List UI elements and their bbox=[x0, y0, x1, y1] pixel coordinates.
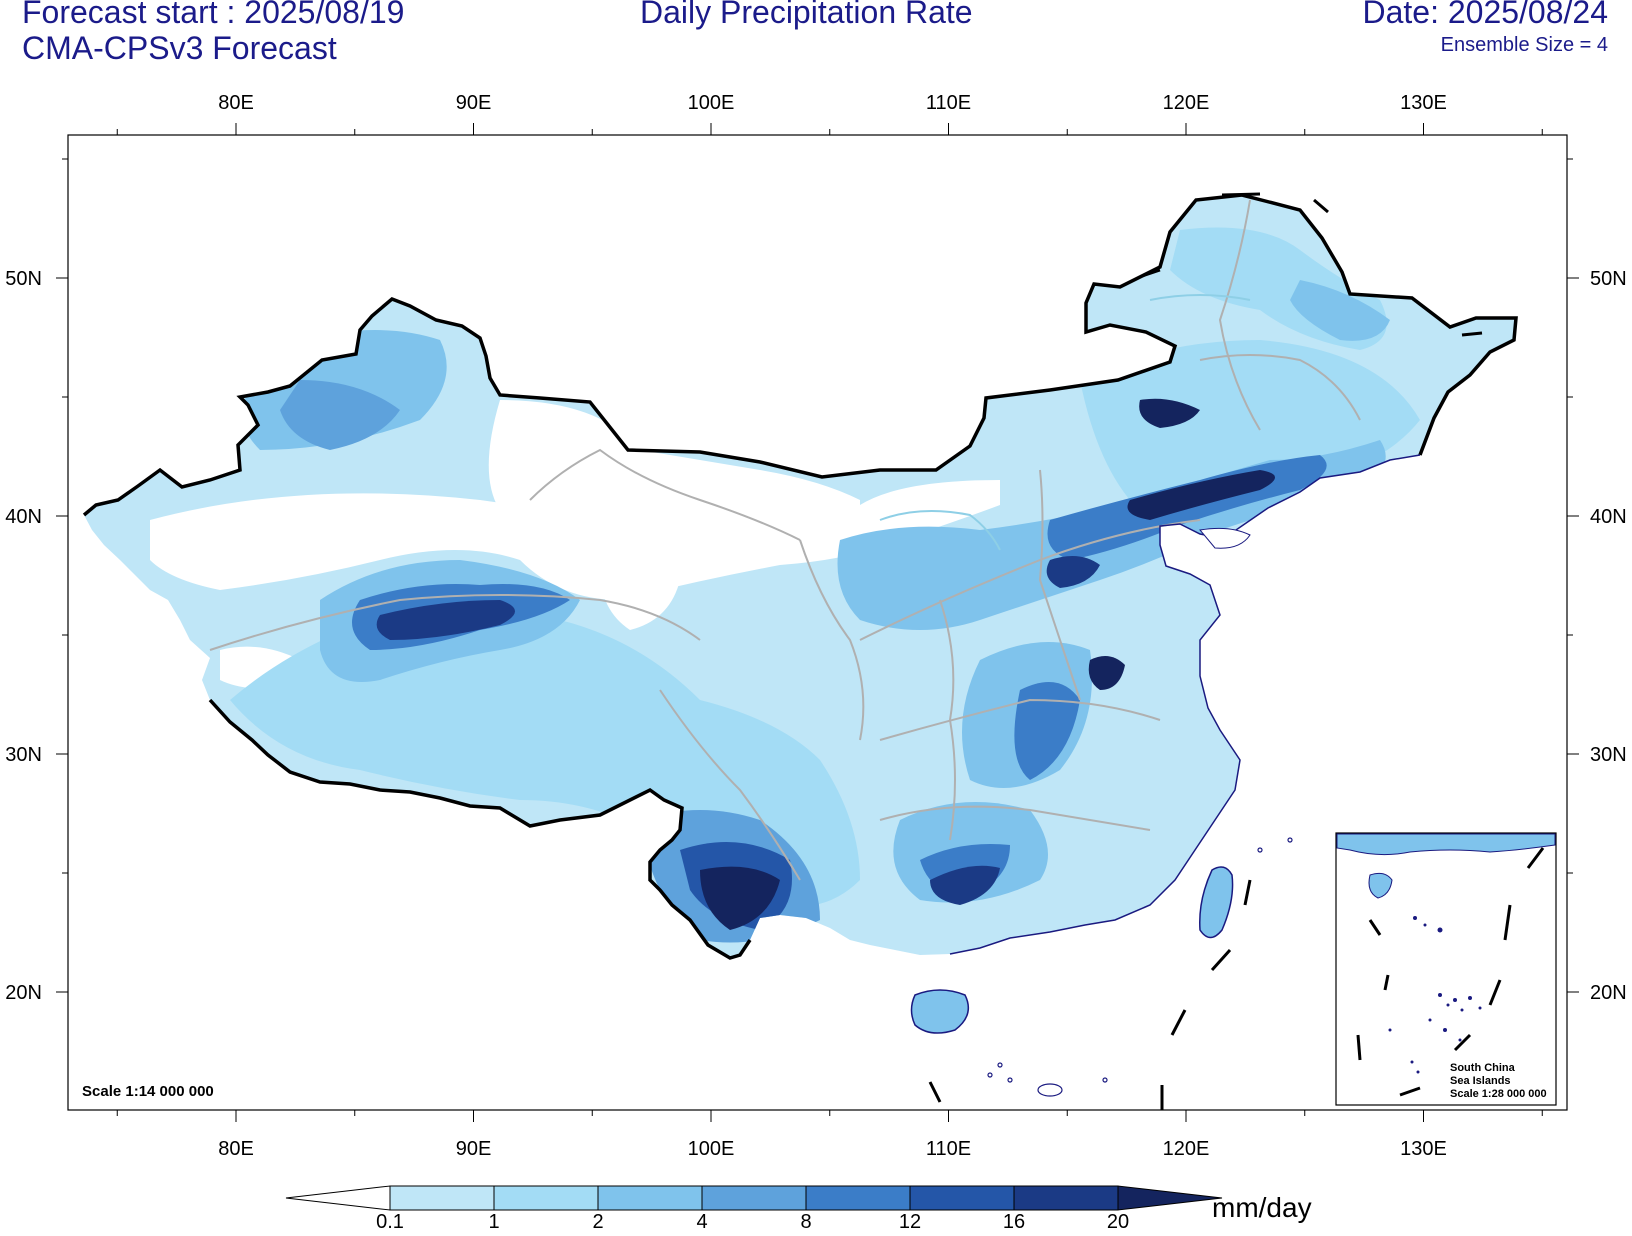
forecast-start-label: Forecast start : 2025/08/19 bbox=[22, 0, 405, 30]
legend-overflow-triangle bbox=[1117, 1185, 1223, 1211]
lon-label-bottom: 130E bbox=[1400, 1138, 1447, 1160]
hainan-island bbox=[910, 989, 970, 1034]
legend-level-label: 0.1 bbox=[376, 1211, 404, 1233]
legend-level-label: 12 bbox=[899, 1211, 921, 1233]
lon-label-top: 90E bbox=[456, 92, 492, 114]
taiwan-island bbox=[1199, 866, 1234, 939]
legend-color-box bbox=[1013, 1185, 1119, 1211]
maritime-boundary bbox=[928, 192, 1483, 1110]
inset-caption-line: Scale 1:28 000 000 bbox=[1450, 1088, 1547, 1100]
map-scale-note: Scale 1:14 000 000 bbox=[82, 1083, 214, 1100]
national-boundary bbox=[82, 193, 1518, 517]
inset-caption-line: Sea Islands bbox=[1450, 1075, 1511, 1087]
model-label: CMA-CPSv3 Forecast bbox=[22, 30, 337, 66]
legend-color-box bbox=[389, 1185, 495, 1211]
lon-label-bottom: 80E bbox=[218, 1138, 254, 1160]
legend-level-label: 1 bbox=[488, 1211, 499, 1233]
legend-color-box bbox=[805, 1185, 911, 1211]
legend-level-label: 20 bbox=[1107, 1211, 1129, 1233]
legend-level-label: 2 bbox=[592, 1211, 603, 1233]
lat-label-right: 30N bbox=[1590, 744, 1627, 766]
map-title: Daily Precipitation Rate bbox=[640, 0, 973, 30]
lat-label-left: 50N bbox=[5, 268, 42, 290]
inset-caption: South China Sea Islands Scale 1:28 000 0… bbox=[1450, 1062, 1547, 1101]
lon-label-top: 110E bbox=[926, 92, 971, 114]
lat-label-left: 40N bbox=[5, 506, 42, 528]
lon-label-bottom: 110E bbox=[926, 1138, 971, 1160]
lat-label-right: 20N bbox=[1590, 982, 1627, 1004]
valid-date-label: Date: 2025/08/24 bbox=[1362, 0, 1608, 30]
lat-label-right: 50N bbox=[1590, 268, 1627, 290]
legend-level-label: 4 bbox=[696, 1211, 707, 1233]
inset-caption-line: South China bbox=[1450, 1062, 1515, 1074]
legend-color-box bbox=[701, 1185, 807, 1211]
lon-label-bottom: 90E bbox=[456, 1138, 492, 1160]
legend-color-box bbox=[597, 1185, 703, 1211]
legend-units: mm/day bbox=[1212, 1192, 1312, 1223]
lat-label-right: 40N bbox=[1590, 506, 1627, 528]
legend-level-label: 16 bbox=[1003, 1211, 1025, 1233]
lat-label-left: 30N bbox=[5, 744, 42, 766]
lon-label-top: 120E bbox=[1163, 92, 1210, 114]
legend-color-box bbox=[493, 1185, 599, 1211]
ensemble-size-label: Ensemble Size = 4 bbox=[1440, 34, 1608, 56]
rivers bbox=[879, 294, 1251, 551]
legend-level-label: 8 bbox=[800, 1211, 811, 1233]
lon-label-top: 130E bbox=[1400, 92, 1447, 114]
lon-label-bottom: 120E bbox=[1163, 1138, 1210, 1160]
legend-underflow-triangle bbox=[285, 1185, 391, 1211]
coastline bbox=[949, 454, 1421, 955]
south-china-sea-inset bbox=[1335, 832, 1557, 1106]
legend-color-box bbox=[909, 1185, 1015, 1211]
province-borders bbox=[209, 199, 1361, 881]
lon-label-bottom: 100E bbox=[688, 1138, 735, 1160]
lat-label-left: 20N bbox=[5, 982, 42, 1004]
lon-label-top: 100E bbox=[688, 92, 735, 114]
small-islands bbox=[987, 837, 1293, 1097]
lon-label-top: 80E bbox=[218, 92, 254, 114]
map-axes: 80E 80E 90E 90E 100E 100E 110E 110E 120E 120E 130E… bbox=[5, 92, 1626, 1160]
